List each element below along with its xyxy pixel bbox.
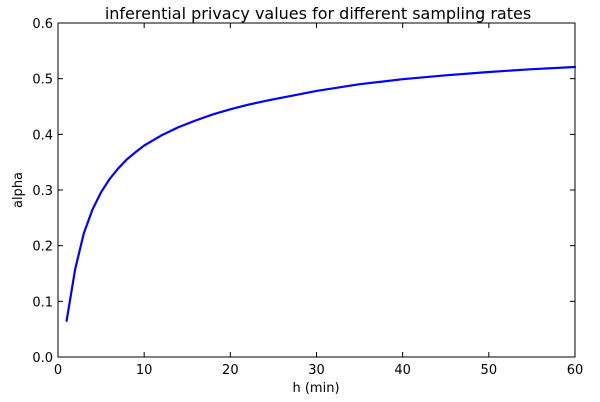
series-layer — [67, 67, 575, 321]
plot-frame — [58, 23, 575, 357]
y-tick-label: 0.6 — [32, 17, 53, 32]
x-axis-ticks: 0 10 20 30 40 50 60 — [54, 23, 583, 378]
x-tick-label: 20 — [222, 363, 239, 378]
y-tick-label: 0.4 — [32, 128, 53, 143]
x-axis-label: h (min) — [292, 381, 339, 396]
x-tick-label: 30 — [308, 363, 325, 378]
y-tick-label: 0.3 — [32, 184, 53, 199]
y-tick-label: 0.2 — [32, 240, 53, 255]
x-tick-label: 60 — [567, 363, 584, 378]
x-tick-label: 50 — [481, 363, 498, 378]
x-tick-label: 10 — [136, 363, 153, 378]
x-tick-label: 0 — [54, 363, 62, 378]
series-line — [67, 67, 575, 321]
y-tick-label: 0.1 — [32, 295, 53, 310]
x-tick-label: 40 — [394, 363, 411, 378]
y-tick-label: 0.0 — [32, 351, 53, 366]
y-axis-ticks: 0.0 0.1 0.2 0.3 0.4 0.5 0.6 — [32, 17, 575, 366]
y-axis-label: alpha — [11, 172, 26, 208]
chart-title: inferential privacy values for different… — [105, 4, 531, 23]
y-tick-label: 0.5 — [32, 73, 53, 88]
